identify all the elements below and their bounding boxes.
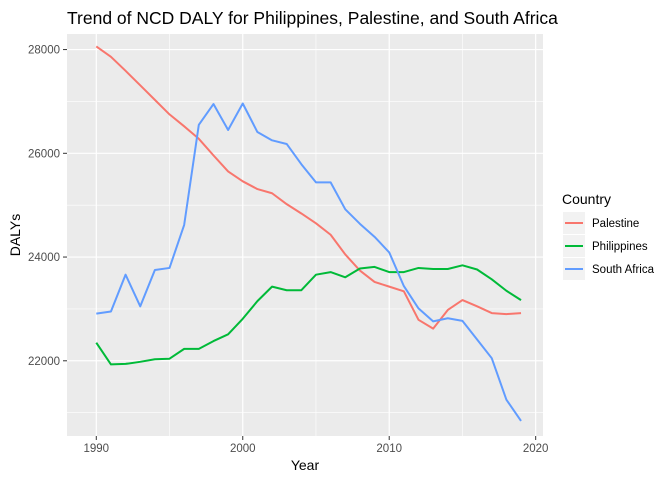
series-line-philippines (95, 264, 522, 366)
x-tick-label: 2000 (230, 443, 256, 455)
y-axis-ticks: 22000 24000 26000 28000 (28, 45, 67, 368)
y-tick-label: 24000 (28, 252, 60, 264)
legend-title: Country (562, 191, 611, 207)
legend-label: Palestine (592, 218, 639, 230)
x-tick-label: 2010 (376, 443, 402, 455)
x-axis-title: Year (291, 457, 320, 473)
x-axis-ticks: 1990 2000 2010 2020 (83, 436, 548, 455)
series-line-south-africa (96, 102, 522, 422)
series-line-palestine (95, 45, 522, 330)
legend-label: Philippines (592, 241, 648, 253)
chart-title: Trend of NCD DALY for Philippines, Pales… (67, 8, 558, 28)
plot-panel (67, 34, 543, 436)
gridlines (67, 34, 543, 436)
y-tick-label: 28000 (28, 45, 60, 57)
x-tick-label: 2020 (523, 443, 549, 455)
legend-items: Palestine Philippines South Africa (563, 212, 655, 280)
y-tick-label: 26000 (28, 148, 60, 160)
legend: Country Palestine Philippines South Africa (562, 191, 655, 280)
legend-label: South Africa (592, 264, 655, 276)
y-axis-title: DALYs (7, 214, 23, 257)
y-tick-label: 22000 (28, 356, 60, 368)
series-lines (95, 45, 522, 422)
x-tick-label: 1990 (83, 443, 109, 455)
